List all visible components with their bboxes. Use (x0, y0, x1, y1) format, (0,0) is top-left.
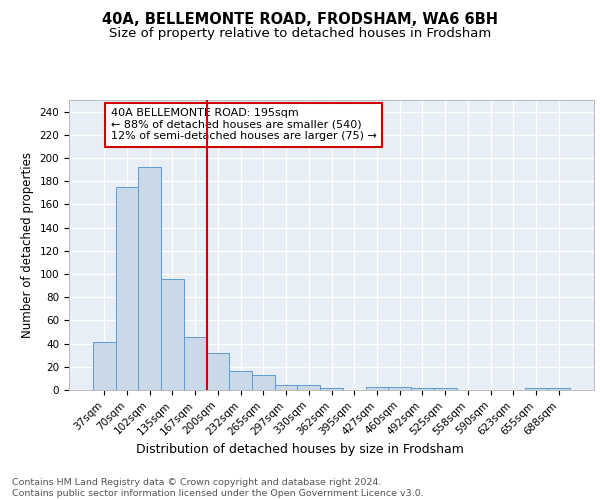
Bar (547, 388, 570, 390)
Bar (365, 386, 388, 390)
Text: 40A BELLEMONTE ROAD: 195sqm
← 88% of detached houses are smaller (540)
12% of se: 40A BELLEMONTE ROAD: 195sqm ← 88% of det… (111, 108, 377, 142)
Text: Contains HM Land Registry data © Crown copyright and database right 2024.
Contai: Contains HM Land Registry data © Crown c… (12, 478, 424, 498)
Bar (184, 336, 206, 390)
Bar (93, 342, 116, 390)
Bar (298, 386, 320, 390)
Bar (275, 386, 298, 390)
Bar (252, 375, 275, 390)
Bar (434, 388, 457, 390)
Bar (206, 353, 229, 390)
Bar (139, 168, 161, 390)
Bar (524, 388, 547, 390)
Y-axis label: Number of detached properties: Number of detached properties (21, 152, 34, 338)
Bar (161, 278, 184, 390)
Bar (411, 388, 434, 390)
Bar (320, 388, 343, 390)
Bar (116, 187, 139, 390)
Text: Distribution of detached houses by size in Frodsham: Distribution of detached houses by size … (136, 442, 464, 456)
Bar (388, 386, 411, 390)
Bar (229, 372, 252, 390)
Text: 40A, BELLEMONTE ROAD, FRODSHAM, WA6 6BH: 40A, BELLEMONTE ROAD, FRODSHAM, WA6 6BH (102, 12, 498, 28)
Text: Size of property relative to detached houses in Frodsham: Size of property relative to detached ho… (109, 28, 491, 40)
